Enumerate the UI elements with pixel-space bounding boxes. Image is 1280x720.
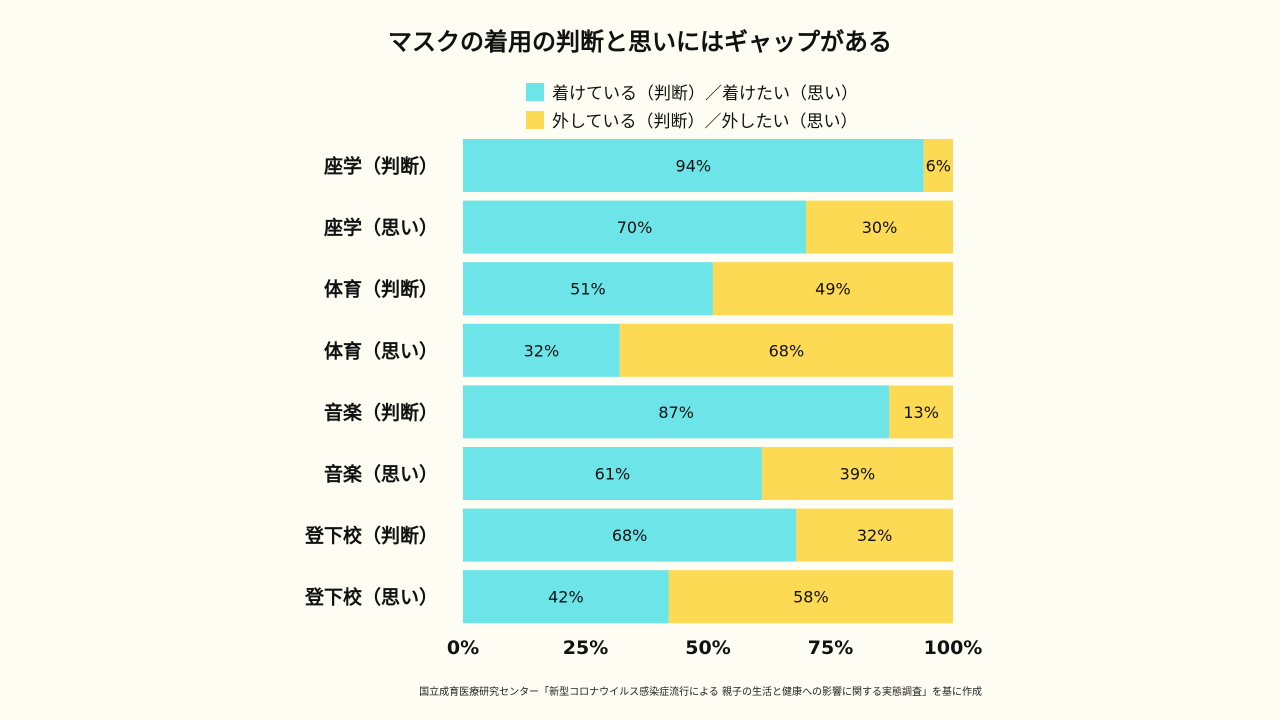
bars xyxy=(463,139,953,624)
x-axis-ticks: 0% 25% 50% 75% 100% xyxy=(447,637,982,659)
value-label-wear: 42% xyxy=(548,588,584,607)
bar-segment-wear xyxy=(463,508,797,562)
value-labels: 94% 6% 70% 30% 51% 49% 32% 68% 87% 13% 61% 39% 68% 32… xyxy=(524,157,951,607)
chart-title: マスクの着用の判断と思いにはギャップがある xyxy=(388,28,892,56)
x-tick-label: 0% xyxy=(447,637,479,659)
category-label: 座学（思い） xyxy=(324,216,438,239)
bar-segment-wear xyxy=(463,447,762,500)
source-note: 国立成育医療研究センター「新型コロナウイルス感染症流行による 親子の生活と健康へ… xyxy=(419,685,982,698)
legend-label-remove: 外している（判断）／外したい（思い） xyxy=(552,112,858,132)
value-label-remove: 39% xyxy=(840,465,876,484)
bar-segment-wear xyxy=(463,139,924,192)
value-label-wear: 61% xyxy=(595,465,631,484)
bar-segment-wear xyxy=(463,200,806,254)
bar-segment-remove xyxy=(712,262,953,316)
bar-segment-remove xyxy=(806,200,953,254)
category-label: 登下校（思い） xyxy=(304,586,438,609)
value-label-wear: 87% xyxy=(658,403,694,422)
value-label-remove: 49% xyxy=(815,280,851,299)
category-label: 登下校（判断） xyxy=(304,524,438,547)
bar-segment-remove xyxy=(761,447,953,500)
legend-swatch-wear xyxy=(526,83,544,101)
bar-segment-wear xyxy=(463,262,713,316)
value-label-wear: 94% xyxy=(676,157,712,176)
bar-segment-wear xyxy=(463,385,890,439)
x-tick-label: 50% xyxy=(685,637,730,659)
bar-segment-wear xyxy=(463,570,669,624)
category-label: 座学（判断） xyxy=(324,155,438,178)
value-label-remove: 13% xyxy=(903,403,939,422)
category-labels: 座学（判断） 座学（思い） 体育（判断） 体育（思い） 音楽（判断） 音楽（思い） 登下校（… xyxy=(304,155,438,609)
value-label-wear: 32% xyxy=(524,341,560,360)
category-label: 体育（思い） xyxy=(324,339,438,362)
x-tick-label: 100% xyxy=(924,637,983,659)
x-tick-label: 25% xyxy=(563,637,608,659)
bar-segment-remove xyxy=(889,385,953,439)
value-label-wear: 68% xyxy=(612,526,648,545)
value-label-remove: 58% xyxy=(793,588,829,607)
x-tick-label: 75% xyxy=(808,637,853,659)
legend-label-wear: 着けている（判断）／着けたい（思い） xyxy=(552,84,858,104)
category-label: 音楽（思い） xyxy=(324,463,438,486)
bar-segment-remove xyxy=(668,570,953,624)
value-label-remove: 68% xyxy=(769,341,805,360)
bar-segment-remove xyxy=(923,139,953,192)
legend-swatch-remove xyxy=(526,111,544,129)
value-label-remove: 6% xyxy=(926,157,951,176)
bar-segment-remove xyxy=(619,323,953,377)
category-label: 体育（判断） xyxy=(324,278,438,301)
legend: 着けている（判断）／着けたい（思い） 外している（判断）／外したい（思い） xyxy=(526,83,858,132)
bar-segment-remove xyxy=(796,508,953,562)
value-label-wear: 51% xyxy=(570,280,606,299)
value-label-remove: 30% xyxy=(862,218,898,237)
value-label-remove: 32% xyxy=(857,526,893,545)
value-label-wear: 70% xyxy=(617,218,653,237)
bar-segment-wear xyxy=(463,323,620,377)
category-label: 音楽（判断） xyxy=(324,401,438,424)
